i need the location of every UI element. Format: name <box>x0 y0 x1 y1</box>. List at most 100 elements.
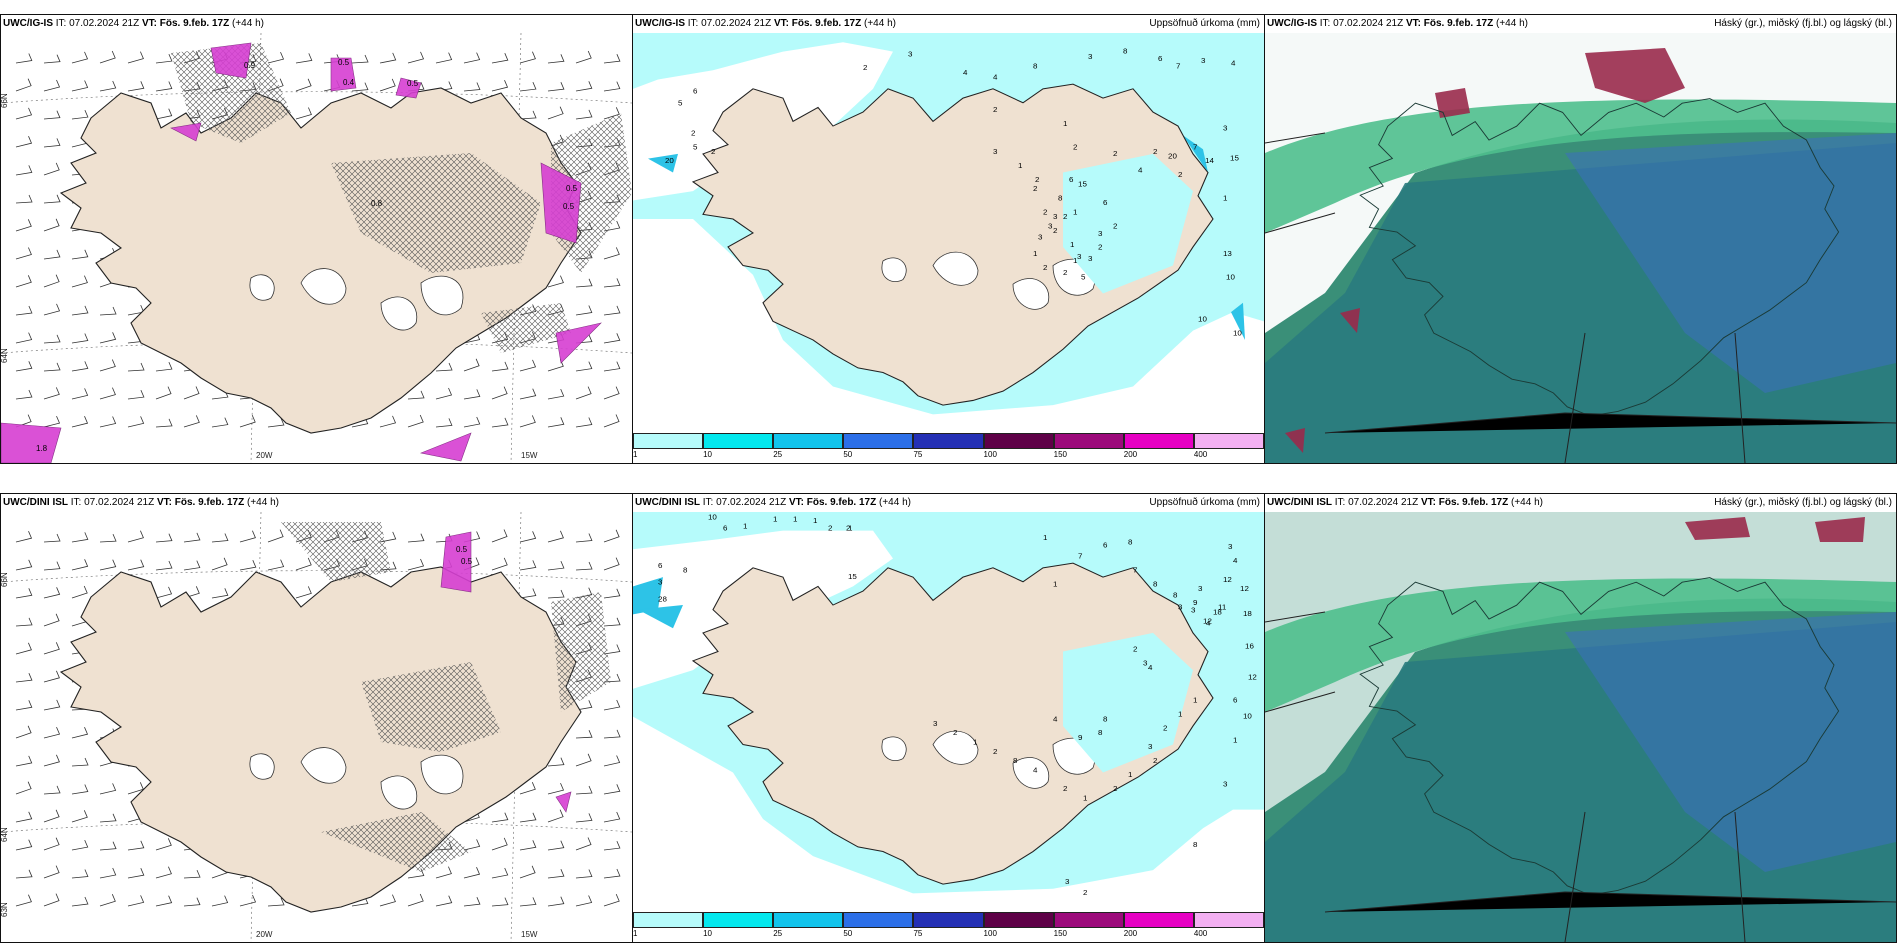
wind-barb <box>183 386 200 400</box>
wind-barb <box>155 895 173 907</box>
wind-barb <box>603 699 621 711</box>
wind-barb <box>155 866 172 879</box>
wind-barb <box>547 530 564 543</box>
panel-title: Uppsöfnuð úrkoma (mm) <box>1149 497 1260 508</box>
precip-value-label: 1 <box>1033 250 1037 259</box>
colorbar-tick: 150 <box>1053 929 1068 938</box>
precip-over-land <box>1063 632 1193 773</box>
iceland-coastline <box>59 566 582 913</box>
wind-barb <box>407 414 424 428</box>
wind-barb <box>43 837 60 851</box>
wind-barb <box>71 333 89 344</box>
map-wind[interactable]: 20W 15W 66N 64N 0.5 0.4 0.5 0.5 0.8 0.5 1.8 0.9 <box>1 33 632 463</box>
precip-value-label: 13 <box>1223 250 1232 259</box>
panel-r2-clouds: UWC/DINI ISL IT: 07.02.2024 21Z VT: Fös.… <box>1264 493 1897 943</box>
precip-value-label: 4 <box>963 68 968 77</box>
wind-barb <box>183 560 201 571</box>
wind-barb <box>15 617 33 627</box>
precip-value-label: 1 <box>1083 794 1087 803</box>
wind-barb <box>155 838 172 851</box>
shaded-area <box>540 162 582 244</box>
precip-value-label: 3 <box>1223 780 1227 789</box>
wind-barb <box>211 557 228 571</box>
wind-barb <box>71 388 89 400</box>
precip-value-label: 1 <box>793 515 797 524</box>
precip-value-label: 4 <box>1231 59 1236 68</box>
wind-barb <box>435 387 453 400</box>
map-clouds[interactable] <box>1265 33 1896 463</box>
colorbar-swatch <box>1123 433 1194 449</box>
high-cloud-dense <box>1685 517 1750 540</box>
precip-value-label: 3 <box>1048 222 1052 231</box>
colorbar-tick: 75 <box>913 450 923 459</box>
wind-barb <box>267 417 285 428</box>
precip-value-label: 3 <box>1077 252 1081 261</box>
longitude-label: 20W <box>256 451 273 460</box>
wind-barb <box>15 811 33 823</box>
precip-value-label: 20 <box>1168 152 1177 161</box>
precip-value-label: 10 <box>1233 329 1242 338</box>
colorbar: 1 10 25 50 75 100 150 200 400 <box>633 912 1264 942</box>
panel-title: Háský (gr.), miðský (fj.bl.) og lágský (… <box>1714 18 1892 29</box>
precip-value-label: 2 <box>1153 756 1157 765</box>
wind-barb <box>575 895 593 907</box>
high-cloud-dense <box>1435 88 1470 118</box>
precip-value-label: 2 <box>828 524 832 533</box>
wind-barb <box>43 754 60 767</box>
panel-header: UWC/IG-IS IT: 07.02.2024 21Z VT: Fös. 9.… <box>633 15 1264 33</box>
panel-title: Uppsöfnuð úrkoma (mm) <box>1149 18 1260 29</box>
longitude-label: 15W <box>521 451 538 460</box>
precip-value-label: 6 <box>723 524 727 533</box>
precip-value-label: 2 <box>846 524 850 533</box>
wind-barb <box>155 53 173 64</box>
wind-barb <box>519 51 536 64</box>
wind-barb <box>239 560 257 571</box>
wind-barb <box>547 388 565 400</box>
precip-value-label: 6 <box>1069 175 1073 184</box>
panel-header: UWC/IG-IS IT: 07.02.2024 21Z VT: Fös. 9.… <box>1265 15 1896 33</box>
map-canvas: 20W 15W 66N 64N 63N 0.5 0.5 <box>1 512 632 942</box>
shaded-area <box>395 77 422 99</box>
map-clouds[interactable] <box>1265 512 1896 942</box>
dry-area <box>633 219 1264 433</box>
header-text: UWC/DINI ISL IT: 07.02.2024 21Z VT: Fös.… <box>1267 497 1543 508</box>
hatched-area <box>551 592 611 712</box>
wind-barb <box>547 896 565 907</box>
map-wind[interactable]: 20W 15W 66N 64N 63N 0.5 0.5 <box>1 512 632 942</box>
latitude-label: 66N <box>1 93 9 108</box>
precip-value-label: 3 <box>1223 124 1227 133</box>
wind-barb <box>379 78 396 92</box>
panel-r1-wind: UWC/IG-IS IT: 07.02.2024 21Z VT: Fös. 9.… <box>0 14 633 464</box>
heavier-precip <box>638 605 683 629</box>
wind-barb <box>519 81 537 92</box>
precip-value-label: 8 <box>1013 756 1017 765</box>
wind-barb <box>575 417 593 428</box>
map-precip[interactable]: 10 6 1 1 1 1 2 2 1 6 8 3 28 15 1 1 7 6 8 7 8 8 3 3 12 4 11 18 9 12 3 3 4… <box>633 512 1264 912</box>
wind-barb <box>99 50 116 64</box>
wind-barb <box>127 51 144 64</box>
contour-value-label: 0.5 <box>338 58 350 67</box>
wind-barb <box>71 249 89 260</box>
wind-barb <box>295 586 312 599</box>
shaded-area <box>210 42 252 79</box>
wind-barb <box>603 644 621 655</box>
wind-barb <box>15 305 33 316</box>
precip-value-label: 2 <box>1113 222 1117 231</box>
precip-value-label: 2 <box>1063 784 1067 793</box>
wind-barb <box>547 82 565 92</box>
wind-barb <box>99 841 117 851</box>
wind-barb <box>519 588 537 599</box>
wind-barb <box>155 81 173 92</box>
wind-barb <box>15 559 33 571</box>
wind-barb <box>491 837 508 851</box>
map-precip[interactable]: 2 3 4 4 8 3 8 6 7 3 4 6 5 2 5 20 2 2 1 2 2 2 4 2 3 7 20 14 15 13 10 10 1… <box>633 33 1264 433</box>
wind-barb <box>155 418 173 428</box>
colorbar-tick: 150 <box>1053 450 1068 459</box>
wind-barb <box>239 414 256 428</box>
wind-barb <box>15 53 33 64</box>
wind-barb <box>603 414 620 428</box>
precip-value-label: 2 <box>1133 645 1137 654</box>
wind-barb <box>43 533 61 543</box>
panel-title: Háský (gr.), miðský (fj.bl.) og lágský (… <box>1714 497 1892 508</box>
wind-barb <box>295 53 313 64</box>
